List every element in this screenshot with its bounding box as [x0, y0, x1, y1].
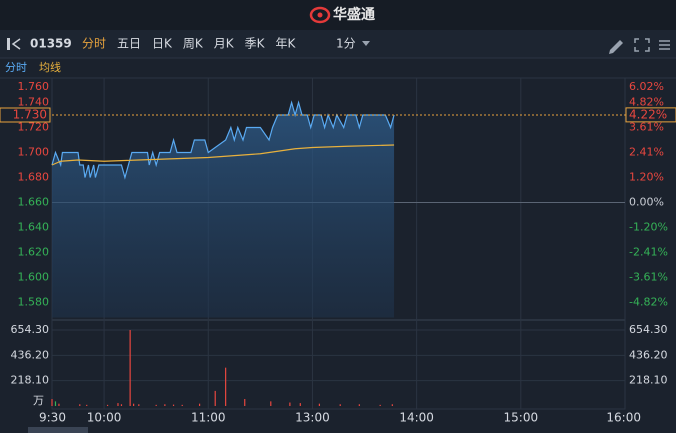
- title-bar: [0, 0, 676, 30]
- volume-bar: [225, 367, 227, 406]
- legend-item: 分时: [5, 61, 27, 74]
- y2-tick-label: 436.20: [629, 348, 668, 361]
- x-tick-label: 16:00: [606, 411, 641, 425]
- volume-bar: [391, 404, 393, 406]
- last-change-label: 4.22%: [629, 107, 667, 121]
- volume-bar: [299, 403, 301, 406]
- volume-bar: [106, 404, 109, 406]
- volume-bar: [86, 404, 88, 406]
- last-change-box: [625, 107, 676, 123]
- volume-bar: [198, 403, 201, 406]
- y-tick-label: 218.10: [11, 374, 50, 387]
- volume-bar: [120, 404, 123, 406]
- y2-tick-label: 1.20%: [629, 171, 664, 184]
- volume-bar: [54, 401, 57, 406]
- tab[interactable]: 年K: [276, 37, 297, 51]
- y-tick-label: 1.620: [18, 246, 50, 259]
- price-line: [51, 100, 395, 180]
- volume-bar: [358, 404, 360, 406]
- y2-tick-label: -2.41%: [629, 246, 668, 259]
- tab[interactable]: 季K: [245, 37, 266, 51]
- last-price-label: 1.730: [13, 108, 47, 122]
- volume-bar: [181, 404, 183, 406]
- last-price-box: [0, 107, 51, 123]
- y2-tick-label: 0.00%: [629, 195, 664, 208]
- y2-tick-label: 2.41%: [629, 145, 664, 158]
- volume-bar: [79, 404, 81, 406]
- volume-bar: [214, 390, 216, 406]
- volume-bar: [164, 404, 166, 406]
- x-tick-label: 13:00: [295, 411, 330, 425]
- edit-icon[interactable]: [609, 40, 623, 54]
- y2-tick-label: -4.82%: [629, 296, 668, 309]
- y-tick-label: 1.660: [18, 196, 50, 209]
- volume-bar: [289, 402, 291, 406]
- x-tick-label: 9:30: [39, 411, 66, 425]
- back-icon[interactable]: [7, 38, 21, 50]
- volume-bar: [172, 404, 175, 406]
- price-area: [52, 102, 395, 318]
- average-line: [51, 144, 395, 166]
- fullscreen-icon[interactable]: [634, 38, 650, 52]
- x-tick-label: 15:00: [504, 411, 539, 425]
- y-tick-label: 1.720: [18, 121, 50, 134]
- x-tick-label: 11:00: [191, 411, 226, 425]
- y-tick-label: 654.30: [11, 323, 50, 336]
- volume-unit: 万: [33, 394, 44, 407]
- volume-bar: [138, 404, 140, 406]
- volume-bar: [379, 404, 381, 406]
- tab[interactable]: 月K: [214, 37, 235, 51]
- y-tick-label: 1.740: [18, 96, 50, 109]
- stock-code: 01359: [30, 37, 72, 51]
- y-tick-label: 1.680: [18, 171, 50, 184]
- tab[interactable]: 分时: [82, 37, 106, 51]
- y-tick-label: 1.640: [18, 221, 50, 234]
- y2-tick-label: 654.30: [629, 323, 668, 336]
- tab[interactable]: 日K: [152, 37, 173, 51]
- y-tick-label: 1.700: [18, 146, 50, 159]
- y2-tick-label: -1.20%: [629, 220, 668, 233]
- legend-item: 均线: [39, 60, 61, 74]
- volume-bar: [318, 403, 320, 406]
- y2-tick-label: 4.82%: [629, 95, 664, 108]
- y-tick-label: 1.760: [18, 80, 50, 93]
- tab[interactable]: 周K: [183, 37, 204, 51]
- volume-bar: [58, 403, 60, 406]
- volume-bar: [133, 403, 135, 406]
- volume-bar: [51, 399, 53, 406]
- volume-bar: [129, 330, 131, 406]
- logo-text: 华盛通: [333, 6, 375, 23]
- volume-bar: [244, 399, 246, 406]
- y2-tick-label: -3.61%: [629, 270, 668, 283]
- tab[interactable]: 五日: [117, 37, 141, 51]
- y-tick-label: 1.600: [18, 271, 50, 284]
- y-tick-label: 1.580: [18, 296, 50, 309]
- y2-tick-label: 6.02%: [629, 80, 664, 93]
- y-tick-label: 436.20: [11, 348, 50, 361]
- y2-tick-label: 3.61%: [629, 121, 664, 134]
- period-select[interactable]: 1分: [336, 37, 356, 51]
- volume-bar: [117, 403, 119, 406]
- dropdown-arrow[interactable]: [362, 41, 370, 46]
- volume-bar: [270, 401, 272, 406]
- x-tick-label: 14:00: [399, 411, 434, 425]
- y2-tick-label: 218.10: [629, 374, 668, 387]
- x-tick-label: 10:00: [87, 411, 122, 425]
- volume-bar: [339, 404, 341, 406]
- logo-icon: [309, 6, 331, 24]
- toolbar: [0, 30, 676, 58]
- scrollbar[interactable]: [28, 427, 88, 433]
- settings-icon[interactable]: [659, 40, 670, 50]
- volume-bar: [155, 404, 157, 406]
